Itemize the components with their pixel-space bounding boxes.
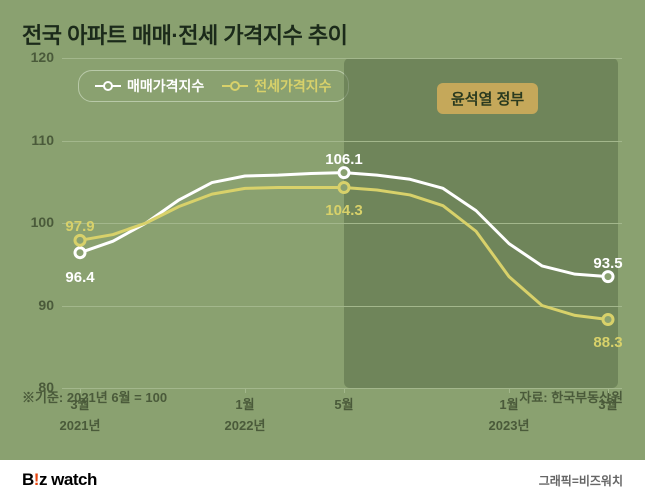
series-marker bbox=[75, 235, 85, 245]
x-axis-label: 1월2022년 bbox=[225, 394, 266, 434]
x-tick bbox=[245, 388, 246, 393]
logo: B!z watch bbox=[22, 470, 97, 490]
series-marker bbox=[75, 248, 85, 258]
series-marker bbox=[339, 183, 349, 193]
series-marker bbox=[603, 315, 613, 325]
y-axis-label: 110 bbox=[14, 132, 54, 148]
data-point-label: 106.1 bbox=[325, 151, 363, 168]
y-axis-label: 90 bbox=[14, 297, 54, 313]
x-tick bbox=[608, 388, 609, 393]
chart-container: 전국 아파트 매매·전세 가격지수 추이 매매가격지수 전세가격지수 윤석열 bbox=[0, 0, 645, 500]
chart-title: 전국 아파트 매매·전세 가격지수 추이 bbox=[22, 18, 347, 50]
x-axis-label: 5월 bbox=[334, 394, 353, 413]
x-tick bbox=[80, 388, 81, 393]
data-point-label: 88.3 bbox=[593, 334, 622, 351]
credit: 그래픽=비즈워치 bbox=[539, 472, 623, 489]
footer: B!z watch 그래픽=비즈워치 bbox=[0, 460, 645, 500]
x-axis-label: 3월2021년 bbox=[60, 394, 101, 434]
x-axis-label: 1월2023년 bbox=[489, 394, 530, 434]
lines-svg bbox=[62, 58, 622, 388]
x-tick bbox=[344, 388, 345, 393]
series-marker bbox=[339, 168, 349, 178]
data-point-label: 97.9 bbox=[65, 218, 94, 235]
chart-background: 전국 아파트 매매·전세 가격지수 추이 매매가격지수 전세가격지수 윤석열 bbox=[0, 0, 645, 460]
y-axis-label: 80 bbox=[14, 379, 54, 395]
plot-area: 윤석열 정부96.4106.193.597.9104.388.3 bbox=[62, 58, 622, 388]
data-point-label: 93.5 bbox=[593, 255, 622, 272]
x-axis-label: 3월 bbox=[598, 394, 617, 413]
y-axis-label: 120 bbox=[14, 49, 54, 65]
series-marker bbox=[603, 272, 613, 282]
data-point-label: 96.4 bbox=[65, 269, 94, 286]
x-tick bbox=[509, 388, 510, 393]
y-axis-label: 100 bbox=[14, 214, 54, 230]
data-point-label: 104.3 bbox=[325, 202, 363, 219]
